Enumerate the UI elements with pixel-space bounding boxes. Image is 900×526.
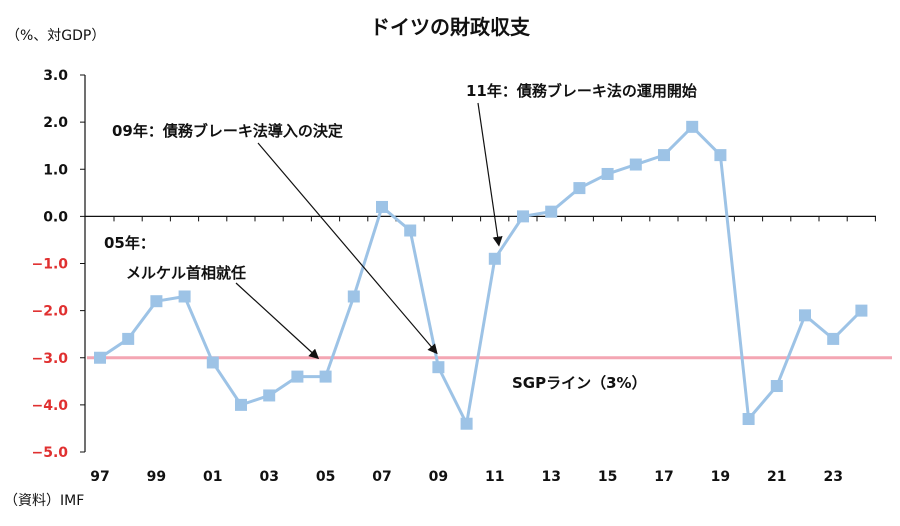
data-point [629, 158, 642, 171]
data-point [432, 361, 445, 374]
data-point [517, 210, 529, 223]
data-point [376, 200, 388, 213]
y-tick-label: −1.0 [31, 257, 68, 273]
axes: 3.0 2.0 1.0 0.0 −1.0 −2.0 −3.0 −4.0 −5.0 97 99 01 03… [31, 68, 876, 485]
x-tick-label: 15 [598, 469, 617, 485]
series-layer [94, 120, 868, 430]
data-point [206, 356, 219, 369]
annotation-11: 11年：債務ブレーキ法の運用開始 [466, 82, 697, 100]
data-point [150, 295, 163, 308]
data-point [855, 304, 868, 317]
data-point [178, 290, 191, 303]
y-tick-label: 1.0 [43, 162, 68, 178]
data-point [94, 351, 106, 364]
data-point [827, 332, 840, 345]
data-point [686, 120, 699, 133]
data-point [658, 149, 670, 162]
y-tick-label: −5.0 [31, 445, 68, 461]
series-line [99, 125, 863, 426]
annotation-05-line1: 05年： [104, 234, 155, 252]
data-point [488, 252, 501, 265]
x-tick-label: 17 [654, 469, 673, 485]
y-tick-label: 0.0 [43, 209, 68, 225]
data-point [122, 332, 135, 345]
data-point [347, 290, 360, 303]
data-point [460, 417, 473, 430]
data-point [601, 167, 614, 180]
data-point [263, 389, 276, 402]
y-tick-label: 3.0 [43, 68, 68, 84]
source-note: （資料）IMF [4, 493, 84, 509]
y-tick-label: 2.0 [43, 115, 68, 131]
annotation-arrow [235, 282, 320, 360]
data-point [573, 182, 586, 195]
data-point [235, 398, 247, 411]
x-tick-label: 21 [767, 469, 786, 485]
y-tick-label: −4.0 [31, 398, 68, 414]
data-point [799, 309, 811, 322]
data-point [742, 413, 755, 426]
x-tick-label: 97 [90, 469, 109, 485]
annotation-arrow [257, 142, 438, 355]
unit-label: （%、対GDP） [6, 28, 105, 44]
x-tick-label: 23 [823, 469, 842, 485]
x-tick-label: 01 [203, 469, 222, 485]
chart-title: ドイツの財政収支 [370, 15, 531, 39]
x-tick-label: 19 [711, 469, 730, 485]
annotation-09: 09年：債務ブレーキ法導入の決定 [112, 122, 343, 140]
annotation-05-line2: メルケル首相就任 [126, 264, 246, 282]
annotations: 05年： メルケル首相就任 09年：債務ブレーキ法導入の決定 11年：債務ブレー… [104, 82, 697, 392]
data-point [319, 370, 332, 383]
y-tick-label: −2.0 [31, 304, 68, 320]
data-point [404, 224, 417, 237]
x-tick-label: 99 [147, 469, 166, 485]
x-tick-label: 13 [541, 469, 560, 485]
data-point [714, 149, 727, 162]
x-tick-label: 07 [372, 469, 391, 485]
x-tick-label: 11 [485, 469, 504, 485]
data-point [545, 205, 558, 218]
y-tick-label: −3.0 [31, 351, 68, 367]
x-tick-label: 05 [316, 469, 335, 485]
x-tick-label: 09 [429, 469, 448, 485]
data-point [770, 380, 783, 393]
data-point [291, 370, 304, 383]
x-tick-label: 03 [259, 469, 278, 485]
sgp-line-label: SGPライン（3%） [512, 374, 647, 392]
annotation-arrow [477, 102, 503, 247]
